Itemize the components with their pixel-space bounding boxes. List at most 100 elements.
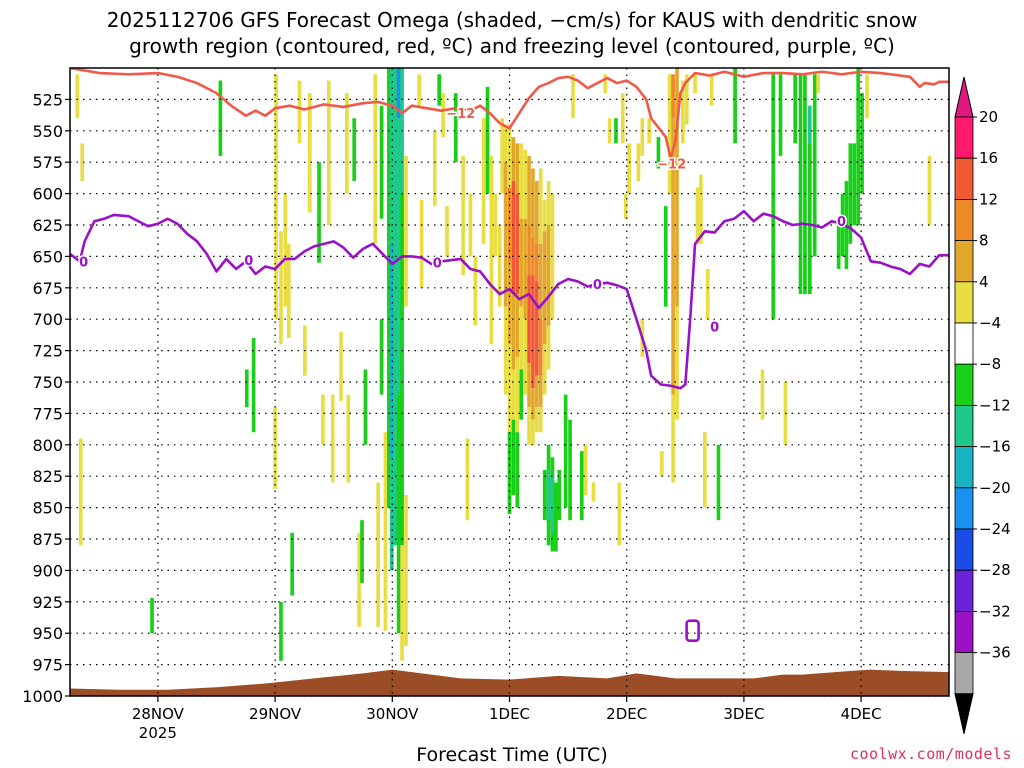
omega-cell <box>579 451 584 521</box>
colorbar-label: −36 <box>979 644 1011 662</box>
omega-cell <box>527 155 531 225</box>
omega-cell <box>286 243 291 339</box>
omega-cell <box>527 225 531 276</box>
y-tick-label: 700 <box>32 310 63 329</box>
omega-cell <box>379 105 384 219</box>
omega-cell <box>546 225 551 326</box>
colorbar-swatch <box>954 281 974 324</box>
omega-cell <box>716 444 721 521</box>
omega-cell <box>535 375 539 408</box>
omega-cell <box>568 419 572 521</box>
omega-cell <box>531 168 535 238</box>
omega-cell <box>527 363 531 408</box>
colorbar-label: −32 <box>979 602 1011 620</box>
freezing-level-contour-label: 0 <box>593 278 602 293</box>
omega-cell <box>417 74 421 106</box>
y-tick-label: 650 <box>32 247 63 266</box>
colorbar-label: 16 <box>979 149 998 167</box>
omega-cell <box>473 256 478 326</box>
omega-cell <box>393 68 398 433</box>
omega-cell <box>511 369 516 420</box>
omega-cell <box>404 495 408 646</box>
omega-cell <box>675 68 679 307</box>
omega-cell <box>636 143 641 182</box>
omega-cell <box>546 325 551 370</box>
omega-cell <box>445 206 449 257</box>
omega-cell <box>640 118 645 156</box>
freezing-level-contour-label: 0 <box>710 321 719 336</box>
site-credit: coolwx.com/models <box>849 745 1012 763</box>
omega-cell <box>733 68 737 144</box>
y-tick-label: 775 <box>32 404 63 423</box>
omega-cell <box>419 199 424 288</box>
omega-cell <box>376 482 380 627</box>
omega-cell <box>693 74 697 94</box>
omega-cell <box>703 432 707 508</box>
chart-title-line2: growth region (contoured, red, ºC) and f… <box>129 34 895 58</box>
omega-cell <box>623 193 628 219</box>
omega-cell <box>538 375 543 408</box>
omega-cell <box>538 319 543 376</box>
omega-cell <box>542 199 547 232</box>
omega-cell <box>432 130 437 207</box>
omega-cell <box>671 193 675 395</box>
omega-cell <box>383 432 388 577</box>
colorbar-label: −16 <box>979 438 1011 456</box>
colorbar-swatch <box>954 528 974 571</box>
omega-cell <box>675 306 679 420</box>
omega-cell <box>663 206 668 307</box>
colorbar-label: −28 <box>979 561 1011 579</box>
omega-cell <box>352 118 357 182</box>
omega-cell <box>218 80 223 156</box>
omega-cell <box>554 482 558 552</box>
y-tick-label: 600 <box>32 185 63 204</box>
colorbar-swatch <box>954 404 974 447</box>
colorbar-swatch <box>954 487 974 530</box>
omega-cell <box>583 444 588 496</box>
ground-surface <box>70 669 949 696</box>
colorbar-label: 4 <box>979 273 989 291</box>
omega-cell <box>481 118 486 244</box>
omega-cell <box>684 74 689 125</box>
omega-cell <box>321 394 325 445</box>
freezing-level-contour-label: 0 <box>837 215 846 230</box>
omega-cell <box>771 155 776 320</box>
omega-cell <box>317 162 321 263</box>
omega-cell <box>807 143 812 295</box>
omega-cell <box>453 93 458 163</box>
y-tick-label: 725 <box>32 342 63 361</box>
omega-cell <box>709 74 714 106</box>
omega-cell <box>515 143 520 194</box>
omega-cell <box>803 74 807 295</box>
omega-cell <box>330 394 335 483</box>
omega-cell <box>515 356 520 433</box>
omega-cell <box>363 369 368 445</box>
x-tick-label: 28NOV <box>132 705 185 723</box>
omega-cell <box>493 193 498 257</box>
y-tick-label: 750 <box>32 373 63 392</box>
omega-cell <box>389 68 394 244</box>
colorbar-label: −20 <box>979 479 1011 497</box>
omega-cell <box>527 407 531 445</box>
freezing-level-contour <box>70 209 949 390</box>
omega-cell <box>511 181 516 295</box>
omega-cell <box>550 476 555 533</box>
omega-cell <box>507 124 512 188</box>
omega-cell <box>251 338 256 433</box>
omega-cell <box>523 319 527 395</box>
omega-cell <box>793 74 798 144</box>
colorbar-top-arrow <box>954 76 974 118</box>
omega-cell <box>860 93 864 194</box>
omega-cell <box>591 482 596 502</box>
omega-cell <box>497 225 502 307</box>
omega-cell <box>836 218 841 269</box>
omega-cell <box>523 218 527 320</box>
y-tick-label: 625 <box>32 216 63 235</box>
omega-cell <box>667 74 672 194</box>
omega-cell <box>617 482 622 546</box>
colorbar-swatch <box>954 198 974 241</box>
omega-cell <box>571 74 575 119</box>
omega-cell <box>816 74 820 94</box>
omega-cell <box>511 294 516 370</box>
freezing-level-contour-label: 0 <box>79 255 88 270</box>
